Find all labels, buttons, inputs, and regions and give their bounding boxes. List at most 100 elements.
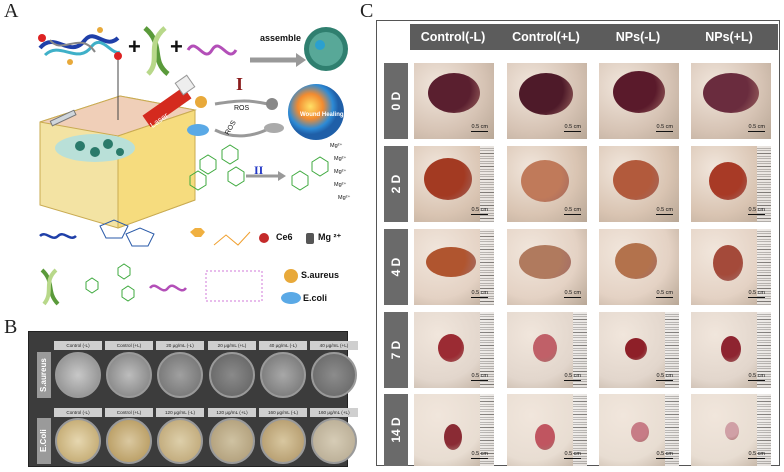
scale-bar: 0.5 cm (564, 451, 581, 459)
scale-bar-line (748, 213, 765, 215)
ruler (757, 312, 771, 388)
plus-sign-2: + (170, 34, 183, 59)
column-header-3: NPs(+L) (705, 30, 753, 44)
ruler (665, 312, 679, 388)
peptide-wave-icon (186, 44, 238, 56)
wound-area (519, 245, 571, 279)
ruler (573, 394, 587, 466)
skin-block-illustration (39, 60, 197, 229)
scale-bar: 0.5 cm (471, 373, 488, 381)
scale-bar-line (564, 213, 581, 215)
scale-bar-line (471, 213, 488, 215)
scale-bar: 0.5 cm (656, 290, 673, 298)
plate-caption: 20 μg/mL (+L) (208, 341, 256, 350)
wound-area (521, 160, 569, 202)
ruler (480, 229, 494, 305)
wound-area (703, 73, 759, 113)
wound-photo: 0.5 cm (599, 312, 679, 388)
plate-caption: 20 μg/mL (-L) (156, 341, 204, 350)
wound-photo: 0.5 cm (414, 312, 494, 388)
laser-device-icon (142, 74, 196, 128)
row-label-day-4: 14 D (384, 394, 408, 466)
row-label-day-3: 7 D (384, 312, 408, 388)
scale-bar: 0.5 cm (748, 451, 765, 459)
scale-bar-line (471, 379, 488, 381)
scale-bar: 0.5 cm (748, 207, 765, 215)
scale-bar: 0.5 cm (748, 373, 765, 381)
ruler (480, 394, 494, 466)
plate-caption: 40 μg/mL (+L) (310, 341, 358, 350)
legend-molecule-icon (85, 263, 135, 302)
wound-area (533, 334, 557, 362)
plate-caption: 40 μg/mL (-L) (259, 341, 307, 350)
step-1-label: I (236, 74, 243, 94)
legend-mg-label: Mg ²⁺ (318, 232, 342, 242)
row-label-day-1: 2 D (384, 146, 408, 222)
plate-caption: 120 μg/mL (-L) (156, 408, 204, 417)
petri-dish (55, 418, 101, 464)
wound-area (625, 338, 647, 360)
scale-bar: 0.5 cm (564, 124, 581, 132)
scale-bar-line (564, 130, 581, 132)
wound-area (444, 424, 462, 450)
petri-dish (106, 418, 152, 464)
row-label-day-0: 0 D (384, 63, 408, 139)
panel-a-schematic: Laser ROS I ROS Wound Healing II Mg²⁺ Mg… (38, 26, 350, 306)
wound-area (713, 245, 743, 281)
row-label-text: 7 D (389, 340, 403, 360)
petri-dish (157, 352, 203, 398)
row-label-s-aureus: S.aureus (37, 352, 51, 398)
scale-bar-line (656, 130, 673, 132)
wound-photo: 0.5 cm (599, 394, 679, 466)
petri-dish (209, 352, 255, 398)
wound-photo: 0.5 cm (599, 63, 679, 139)
legend-e-coli-icon (281, 292, 301, 304)
scale-bar-line (564, 457, 581, 459)
wound-area (438, 334, 464, 362)
dead-bacterium-icon (266, 98, 278, 110)
ruler (573, 312, 587, 388)
wound-area (709, 162, 747, 200)
row-label-text: 0 D (389, 91, 403, 111)
scale-bar-line (656, 213, 673, 215)
legend-e-coli-label: E.coli (303, 293, 328, 303)
wound-photo: 0.5 cm (414, 229, 494, 305)
wound-photo: 0.5 cm (507, 63, 587, 139)
wound-area (535, 424, 555, 450)
wound-area (519, 73, 573, 115)
column-header-1: Control(+L) (512, 30, 580, 44)
scale-bar-line (564, 379, 581, 381)
scale-bar: 0.5 cm (748, 290, 765, 298)
panel-c-letter: C (360, 0, 374, 22)
ros-label-2: ROS (224, 119, 238, 136)
scale-bar-line (656, 457, 673, 459)
legend-polymer-icon (39, 233, 77, 239)
petri-dish (311, 418, 357, 464)
legend-hexagon-icon (190, 228, 205, 237)
polymer-chain-icon (38, 27, 122, 65)
scale-bar: 0.5 cm (471, 207, 488, 215)
panel-a-letter: A (4, 0, 19, 22)
petri-dish (209, 418, 255, 464)
legend-ce6-icon (259, 233, 269, 243)
wound-area (613, 71, 665, 113)
s-aureus-bacterium-icon (195, 96, 207, 108)
molecule-structure-1 (189, 144, 245, 191)
ros-arrow-1 (214, 99, 269, 106)
plate-caption: 160 μg/mL (-L) (259, 408, 307, 417)
scale-bar: 0.5 cm (656, 451, 673, 459)
scale-bar: 0.5 cm (471, 451, 488, 459)
scale-bar-line (471, 457, 488, 459)
wound-healing-sphere (288, 84, 344, 140)
ruler (757, 146, 771, 222)
row-label-day-2: 4 D (384, 229, 408, 305)
petri-dish (260, 418, 306, 464)
plus-sign-1: + (128, 34, 141, 59)
ros-arrow-2 (214, 126, 271, 138)
wound-area (613, 160, 659, 200)
legend-chitosan-structure-icon (99, 219, 155, 247)
scale-bar-line (656, 379, 673, 381)
wound-photo: 0.5 cm (507, 312, 587, 388)
scale-bar: 0.5 cm (471, 124, 488, 132)
scale-bar: 0.5 cm (564, 290, 581, 298)
